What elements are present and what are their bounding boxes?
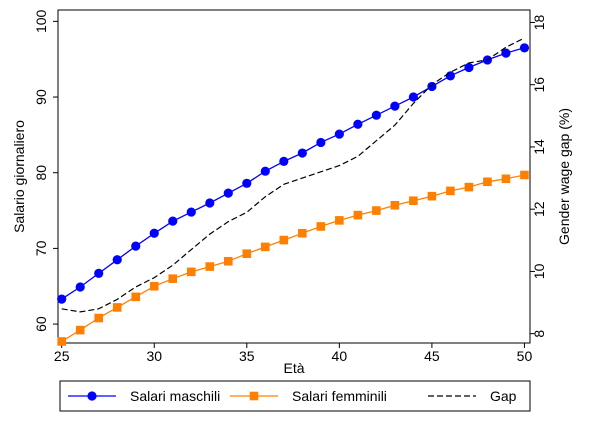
point-male: [334, 129, 344, 139]
point-female: [94, 313, 104, 323]
point-male: [519, 43, 530, 53]
left-tick-label: 80: [33, 165, 49, 181]
left-tick-label: 100: [33, 9, 49, 33]
point-male: [242, 178, 252, 188]
point-female: [131, 292, 141, 302]
x-tick-label: 40: [332, 348, 348, 364]
right-axis-title: Gender wage gap (%): [556, 108, 572, 245]
point-female: [316, 222, 326, 231]
point-male: [112, 255, 122, 265]
legend-marker-male: [87, 391, 97, 401]
point-male: [390, 101, 400, 111]
point-male: [131, 241, 141, 251]
legend-item-gap: Gap: [428, 388, 517, 404]
legend-label-male: Salari maschili: [130, 388, 220, 404]
point-male: [408, 92, 418, 102]
point-female: [57, 337, 67, 346]
point-female: [75, 325, 85, 335]
point-male: [464, 62, 474, 73]
point-female: [353, 210, 363, 220]
point-male: [168, 216, 178, 226]
left-tick-label: 60: [33, 316, 49, 332]
point-male: [353, 119, 363, 129]
point-male: [279, 156, 289, 166]
point-female: [205, 262, 215, 271]
point-female: [501, 174, 511, 184]
legend-item-male: Salari maschili: [68, 388, 220, 404]
x-tick-label: 50: [517, 348, 533, 364]
point-female: [149, 281, 159, 291]
series-layer: [57, 37, 530, 346]
point-male: [57, 294, 67, 304]
left-axis: 60 70 80 90 100: [33, 9, 58, 332]
point-female: [335, 216, 344, 225]
point-female: [242, 249, 252, 258]
right-tick-label: 8: [531, 330, 547, 338]
point-female: [223, 256, 233, 266]
series-female: [57, 170, 529, 346]
point-female: [186, 267, 196, 277]
point-female: [298, 228, 307, 238]
series-line-female: [61, 174, 525, 343]
series-line-male: [61, 47, 525, 300]
series-male: [57, 43, 530, 304]
x-tick-label: 30: [146, 348, 162, 364]
right-tick-label: 14: [531, 139, 547, 155]
point-female: [409, 196, 418, 206]
point-male: [427, 81, 437, 92]
legend-label-female: Salari femminili: [292, 388, 387, 404]
point-male: [316, 137, 326, 148]
point-male: [501, 48, 511, 58]
point-male: [94, 268, 104, 278]
series-line-gap: [61, 37, 525, 313]
point-female: [279, 235, 289, 245]
point-male: [445, 71, 456, 81]
point-female: [520, 170, 529, 180]
x-axis-title: Età: [283, 360, 304, 376]
point-female: [372, 206, 381, 215]
right-tick-label: 12: [531, 201, 547, 217]
point-male: [186, 207, 196, 217]
point-female: [390, 200, 400, 210]
right-tick-label: 18: [531, 14, 547, 30]
left-axis-title: Salario giornaliero: [11, 120, 27, 233]
x-tick-label: 25: [54, 348, 70, 364]
legend-item-female: Salari femminili: [230, 388, 387, 404]
point-male: [149, 228, 159, 238]
legend-label-gap: Gap: [490, 388, 517, 404]
left-tick-label: 90: [33, 89, 49, 105]
right-tick-label: 16: [531, 77, 547, 93]
point-male: [75, 282, 85, 292]
point-female: [112, 303, 122, 312]
plot-area: [57, 9, 531, 344]
right-axis: 8 10 12 14 16 18: [530, 14, 547, 338]
legend: Salari maschili Salari femminili Gap: [59, 380, 531, 412]
point-male: [205, 198, 215, 208]
point-male: [260, 166, 270, 176]
point-female: [464, 182, 474, 192]
point-female: [446, 186, 455, 196]
point-female: [261, 242, 270, 252]
plot-border: [57, 9, 531, 344]
x-tick-label: 35: [239, 348, 255, 364]
x-axis: 25 30 35 40 45 50: [54, 343, 533, 364]
series-gap: [61, 37, 525, 313]
point-male: [297, 148, 307, 158]
point-female: [483, 177, 492, 187]
right-tick-label: 10: [531, 263, 547, 279]
x-tick-label: 45: [424, 348, 440, 364]
point-male: [223, 188, 233, 198]
legend-marker-female: [249, 391, 259, 401]
point-male: [371, 110, 381, 120]
point-female: [427, 191, 437, 201]
left-tick-label: 70: [33, 240, 49, 256]
point-female: [168, 274, 178, 283]
